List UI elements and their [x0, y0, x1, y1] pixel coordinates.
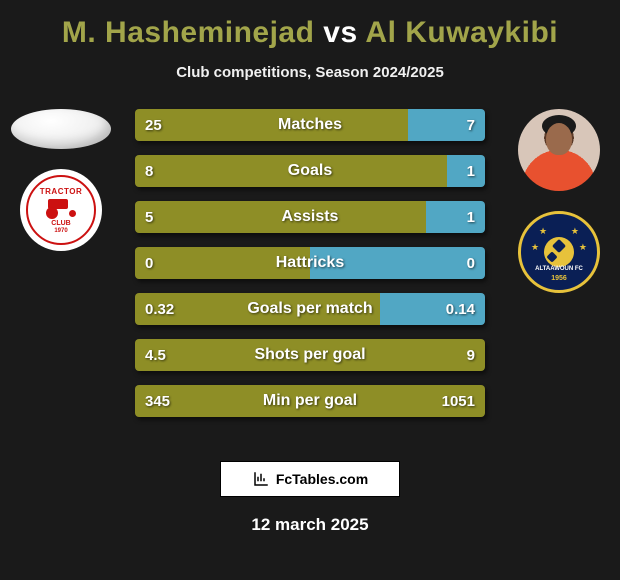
- page-title: M. Hasheminejad vs Al Kuwaykibi: [0, 16, 620, 50]
- bar-left-segment: [135, 385, 485, 417]
- stat-row: 0.320.14Goals per match: [135, 293, 485, 325]
- player2-name: Al Kuwaykibi: [365, 16, 558, 49]
- bars-container: 257Matches 81Goals 51Assists 00Hattricks 0.3…: [135, 109, 485, 431]
- subtitle: Club competitions, Season 2024/2025: [0, 64, 620, 81]
- comparison-chart: TRACTOR CLUB 1970 ★ ★ ★ ★ ALT: [0, 109, 620, 449]
- right-column: ★ ★ ★ ★ ALTAAWOUN FC 1956: [504, 109, 614, 293]
- bar-left-segment: [135, 155, 447, 187]
- player2-avatar: [518, 109, 600, 191]
- date: 12 march 2025: [0, 515, 620, 535]
- player1-avatar: [11, 109, 111, 149]
- club1-line2: CLUB: [51, 220, 70, 227]
- stat-row: 51Assists: [135, 201, 485, 233]
- stat-row: 4.59Shots per goal: [135, 339, 485, 371]
- comparison-card: M. Hasheminejad vs Al Kuwaykibi Club com…: [0, 0, 620, 580]
- ball-icon: [544, 237, 574, 267]
- bar-left-segment: [135, 247, 310, 279]
- player1-club-crest: TRACTOR CLUB 1970: [20, 169, 102, 251]
- left-column: TRACTOR CLUB 1970: [6, 109, 116, 251]
- bar-right-segment: [408, 109, 485, 141]
- stat-row: 257Matches: [135, 109, 485, 141]
- player1-name: M. Hasheminejad: [62, 16, 315, 49]
- bar-right-segment: [310, 247, 485, 279]
- bar-right-segment: [426, 201, 486, 233]
- chart-icon: [252, 470, 270, 488]
- club1-name: TRACTOR: [40, 187, 82, 196]
- stat-row: 81Goals: [135, 155, 485, 187]
- bar-left-segment: [135, 109, 408, 141]
- club2-name: ALTAAWOUN FC: [521, 266, 597, 272]
- bar-left-segment: [135, 201, 426, 233]
- bar-right-segment: [447, 155, 486, 187]
- bar-right-segment: [380, 293, 485, 325]
- tractor-icon: [46, 197, 76, 219]
- club1-year: 1970: [54, 228, 67, 234]
- vs-separator: vs: [323, 16, 357, 49]
- stat-row: 00Hattricks: [135, 247, 485, 279]
- player2-club-crest: ★ ★ ★ ★ ALTAAWOUN FC 1956: [518, 211, 600, 293]
- club2-year: 1956: [521, 275, 597, 282]
- watermark-text: FcTables.com: [276, 471, 368, 487]
- watermark: FcTables.com: [220, 461, 400, 497]
- stat-row: 3451051Min per goal: [135, 385, 485, 417]
- bar-left-segment: [135, 339, 485, 371]
- bar-left-segment: [135, 293, 380, 325]
